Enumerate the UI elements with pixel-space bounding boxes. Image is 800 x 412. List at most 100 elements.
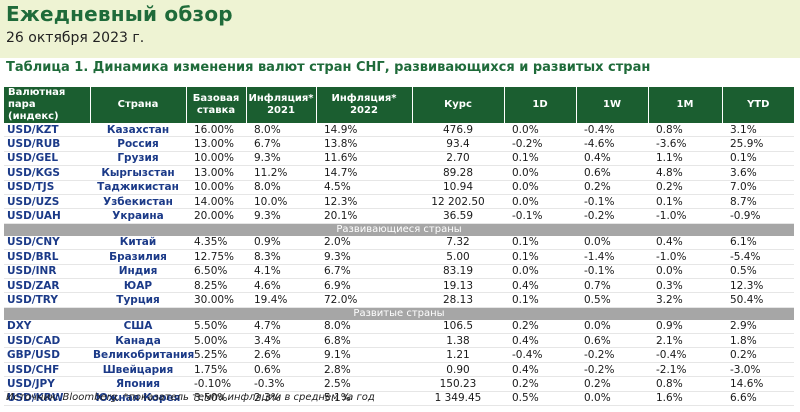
cell-change-1w: -0.1% [576,194,648,210]
table-row: USD/RUB Россия 13.00% 6.7% 13.8% 93.4 -0.2% -4.… [4,136,794,152]
cell-inflation-2022: 5.1% [316,391,412,407]
cell-inflation-2022: 11.6% [316,151,412,167]
cell-country: Швейцария [90,362,186,378]
cell-country: Южная Корея [90,391,186,407]
cell-country: Украина [90,208,186,224]
cell-change-1w: 0.5% [576,292,648,308]
cell-base-rate: 1.75% [186,362,246,378]
cell-inflation-2021: 19.4% [246,292,316,308]
cell-pair: USD/CHF [4,362,90,378]
cell-change-1m: 1.1% [648,151,722,167]
cell-base-rate: -0.10% [186,376,246,392]
cell-change-1d: 0.4% [504,278,576,294]
section-divider-row: Развитые страны [4,307,794,320]
cell-rate: 19.13 [412,278,504,294]
col-header-1m: 1M [647,87,722,123]
cell-base-rate: 4.35% [186,235,246,251]
cell-change-1d: 0.0% [504,123,576,138]
cell-country: Индия [90,264,186,279]
cell-inflation-2021: 6.7% [246,136,316,152]
cell-change-1w: 0.2% [576,376,648,392]
cell-inflation-2021: 10.0% [246,194,316,210]
cell-change-ytd: 14.6% [722,376,794,392]
table-row: USD/CAD Канада 5.00% 3.4% 6.8% 1.38 0.4% 0.6% 2.… [4,333,794,349]
cell-inflation-2022: 6.9% [316,278,412,294]
cell-inflation-2022: 6.7% [316,264,412,279]
cell-rate: 1.21 [412,347,504,363]
cell-change-1d: -0.2% [504,136,576,152]
cell-base-rate: 10.00% [186,151,246,167]
table-row: DXY США 5.50% 4.7% 8.0% 106.5 0.2% 0.0% 0.9% 2.9% [4,319,794,335]
cell-base-rate: 5.50% [186,319,246,335]
cell-change-1m: 2.1% [648,333,722,349]
section-divider-row: Развивающиеся страны [4,223,794,236]
cell-inflation-2022: 2.0% [316,235,412,251]
cell-pair: USD/KGS [4,165,90,181]
cell-change-ytd: 6.6% [722,391,794,407]
cell-change-ytd: 50.4% [722,292,794,308]
cell-change-1w: -0.1% [576,264,648,279]
cell-inflation-2022: 6.8% [316,333,412,349]
cell-pair: USD/GEL [4,151,90,167]
col-header-1d: 1D [503,87,576,123]
cell-change-ytd: 2.9% [722,319,794,335]
cell-pair: USD/UZS [4,194,90,210]
cell-country: Таджикистан [90,180,186,195]
cell-rate: 476.9 [412,123,504,138]
cell-change-1d: 0.0% [504,264,576,279]
cell-country: Казахстан [90,123,186,138]
cell-inflation-2021: 9.3% [246,151,316,167]
cell-change-1d: 0.2% [504,319,576,335]
currency-table: Валютная пара (индекс) Страна Базовая ст… [4,87,794,407]
cell-change-ytd: 8.7% [722,194,794,210]
cell-change-1d: 0.1% [504,249,576,265]
cell-inflation-2021: 4.1% [246,264,316,279]
cell-change-1w: -0.4% [576,123,648,138]
cell-country: ЮАР [90,278,186,294]
cell-inflation-2022: 14.9% [316,123,412,138]
report-date: 26 октября 2023 г. [6,30,145,46]
cell-pair: USD/UAH [4,208,90,224]
cell-pair: USD/RUB [4,136,90,152]
cell-pair: USD/JPY [4,376,90,392]
cell-pair: USD/INR [4,264,90,279]
cell-change-1m: 0.4% [648,235,722,251]
cell-inflation-2021: 9.3% [246,208,316,224]
cell-base-rate: 13.00% [186,165,246,181]
table-row: USD/UAH Украина 20.00% 9.3% 20.1% 36.59 -0.1% -… [4,208,794,224]
cell-change-ytd: 0.1% [722,151,794,167]
cell-inflation-2022: 9.1% [316,347,412,363]
cell-country: Япония [90,376,186,392]
cell-rate: 10.94 [412,180,504,195]
table-row: USD/KZT Казахстан 16.00% 8.0% 14.9% 476.9 0.0%… [4,123,794,138]
cell-inflation-2021: -0.3% [246,376,316,392]
cell-base-rate: 3.50% [186,391,246,407]
cell-inflation-2022: 9.3% [316,249,412,265]
table-row: USD/TJS Таджикистан 10.00% 8.0% 4.5% 10.94 0.0… [4,180,794,195]
cell-change-1d: 0.2% [504,376,576,392]
col-header-ytd: YTD [721,87,794,123]
cell-country: Турция [90,292,186,308]
cell-country: Грузия [90,151,186,167]
cell-change-1w: 0.6% [576,333,648,349]
cell-change-1w: -0.2% [576,208,648,224]
cell-change-1w: 0.6% [576,165,648,181]
table-row: USD/GEL Грузия 10.00% 9.3% 11.6% 2.70 0.1% 0.4%… [4,151,794,167]
cell-inflation-2021: 8.0% [246,180,316,195]
cell-pair: DXY [4,319,90,335]
cell-change-ytd: 3.1% [722,123,794,138]
col-header-pair: Валютная пара (индекс) [4,87,90,123]
cell-inflation-2022: 14.7% [316,165,412,181]
cell-change-1m: 0.9% [648,319,722,335]
cell-base-rate: 6.50% [186,264,246,279]
section-label: Развивающиеся страны [4,223,794,236]
col-header-inflation-2022: Инфляция* 2022 [315,87,412,123]
cell-country: Кыргызстан [90,165,186,181]
cell-country: Китай [90,235,186,251]
cell-change-ytd: -3.0% [722,362,794,378]
cell-change-1m: -3.6% [648,136,722,152]
col-header-base-rate: Базовая ставка [185,87,246,123]
cell-change-ytd: 1.8% [722,333,794,349]
header-band [0,0,800,58]
col-header-rate: Курс [411,87,504,123]
